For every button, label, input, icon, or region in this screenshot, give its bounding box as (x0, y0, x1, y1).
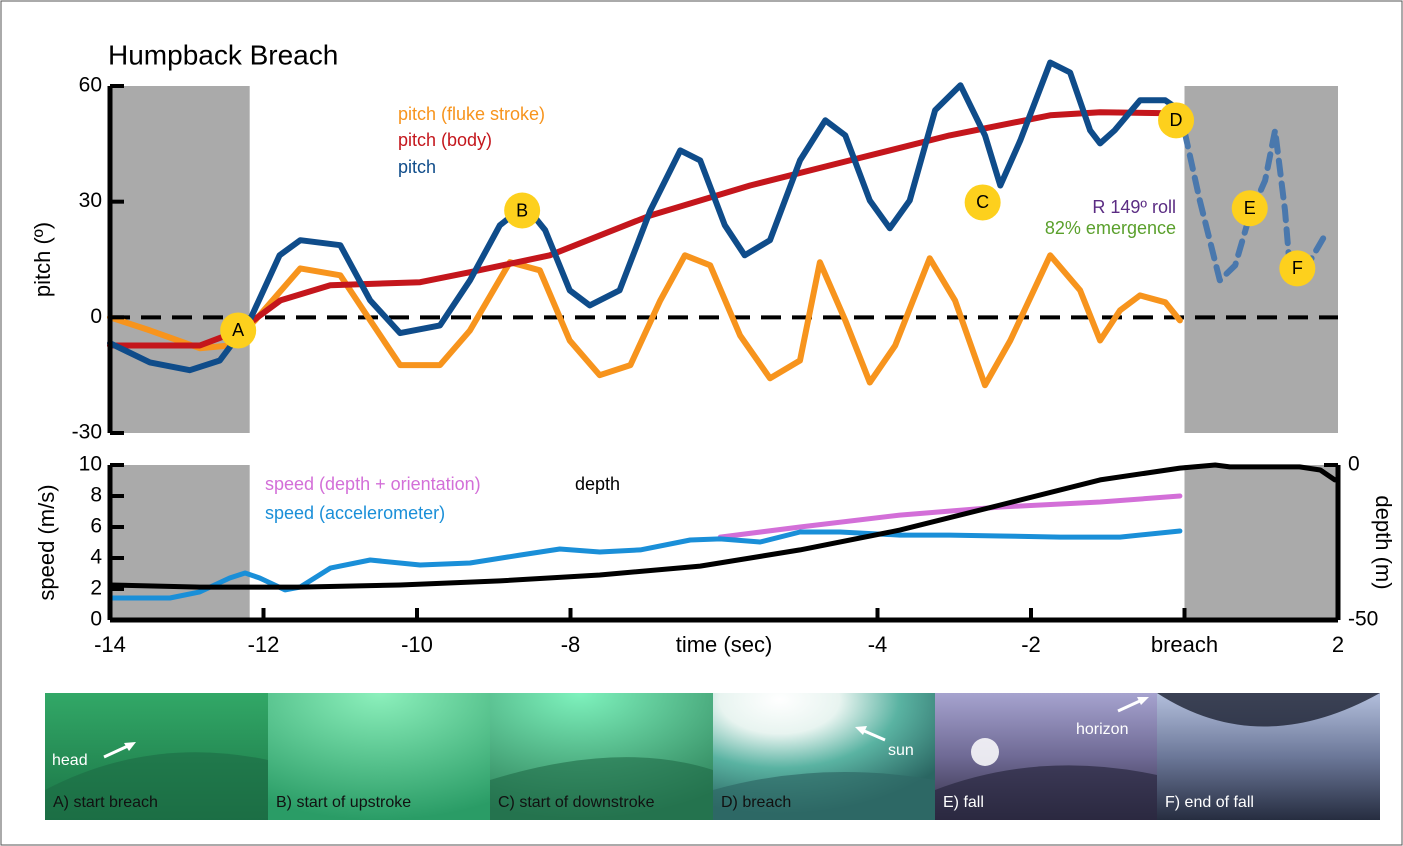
y-tick-label: 60 (79, 74, 102, 97)
callout-arrow (855, 726, 867, 735)
event-marker-label: D (1170, 110, 1183, 130)
legend-entry: pitch (body) (398, 130, 492, 150)
y-tick-label: 30 (79, 189, 102, 212)
y-tick-label: 4 (90, 546, 102, 569)
event-marker (1158, 102, 1195, 139)
series-line (107, 462, 1338, 590)
event-marker-label: A (232, 320, 244, 340)
x-tick-label: -4 (868, 632, 888, 657)
shaded-region (1184, 465, 1338, 620)
x-tick-label: -2 (1021, 632, 1041, 657)
annotation: 82% emergence (1045, 218, 1176, 238)
x-tick-label: -14 (94, 632, 126, 657)
photo-caption: C) start of downstroke (498, 794, 655, 811)
event-marker-label: C (976, 192, 989, 212)
x-tick-label: -8 (561, 632, 581, 657)
y-tick-label: 8 (90, 484, 102, 507)
legend-entry: pitch (fluke stroke) (398, 104, 545, 124)
callout-arrow (103, 743, 131, 759)
event-marker (504, 192, 541, 229)
callout-arrow (1137, 697, 1149, 705)
y-tick-label: 2 (90, 577, 102, 600)
callout-arrow (1117, 698, 1143, 713)
y-tick-label: 0 (90, 608, 102, 631)
legend-entry: depth (575, 474, 620, 494)
event-marker (964, 184, 1001, 221)
photo-shape (713, 772, 935, 820)
y2-tick-label: 0 (1348, 453, 1360, 476)
photo-shape (45, 752, 268, 820)
x-tick-label: -12 (248, 632, 280, 657)
y-tick-label: 0 (90, 305, 102, 328)
series-line (107, 59, 1183, 374)
callout-arrow (124, 742, 136, 751)
series-line (107, 528, 1183, 601)
legend-entry: speed (accelerometer) (265, 503, 445, 523)
callout: sun (888, 742, 914, 759)
shaded-region (110, 86, 250, 433)
photo (268, 693, 490, 820)
photo-shape (971, 738, 999, 766)
x-axis-label: time (sec) (676, 632, 773, 657)
event-marker-label: B (516, 200, 528, 220)
event-marker-label: F (1292, 258, 1303, 278)
photo-shape (490, 757, 713, 820)
annotation: R 149º roll (1092, 197, 1176, 217)
y2-tick-label: -50 (1348, 608, 1378, 631)
y-axis-label: speed (m/s) (34, 484, 59, 600)
x-tick-label: breach (1151, 632, 1218, 657)
photo-shape (1157, 693, 1380, 727)
x-tick-label: 2 (1332, 632, 1344, 657)
callout: head (52, 752, 88, 769)
callout-arrow (861, 728, 886, 742)
photo-strip: head sun horizon A) start breach B) star… (45, 693, 1380, 820)
y-axis-label: pitch (º) (30, 222, 55, 297)
event-marker (1231, 190, 1268, 227)
legend-entry: pitch (398, 157, 436, 177)
photo-caption: D) breach (721, 794, 791, 811)
photo-caption: E) fall (943, 794, 984, 811)
legend-entry: speed (depth + orientation) (265, 474, 481, 494)
y-tick-label: -30 (72, 421, 102, 444)
photo-caption: F) end of fall (1165, 794, 1254, 811)
photo-caption: B) start of upstroke (276, 794, 411, 811)
charts: pitch (fluke stroke) pitch (body) pitch -30… (30, 39, 1396, 656)
series-line (717, 493, 1183, 540)
photo-shape (935, 765, 1157, 820)
y-tick-label: 6 (90, 515, 102, 538)
photo-caption: A) start breach (53, 794, 158, 811)
event-marker-label: E (1244, 198, 1256, 218)
series-line (107, 109, 1183, 349)
shaded-region (1184, 86, 1338, 433)
series-line (107, 252, 1183, 389)
y-tick-label: 10 (79, 453, 102, 476)
event-marker (220, 312, 257, 349)
x-tick-label: -10 (401, 632, 433, 657)
chart-title: Humpback Breach (108, 39, 338, 70)
y2-axis-label: depth (m) (1371, 495, 1396, 589)
event-marker (1279, 250, 1316, 287)
callout: horizon (1076, 721, 1128, 738)
